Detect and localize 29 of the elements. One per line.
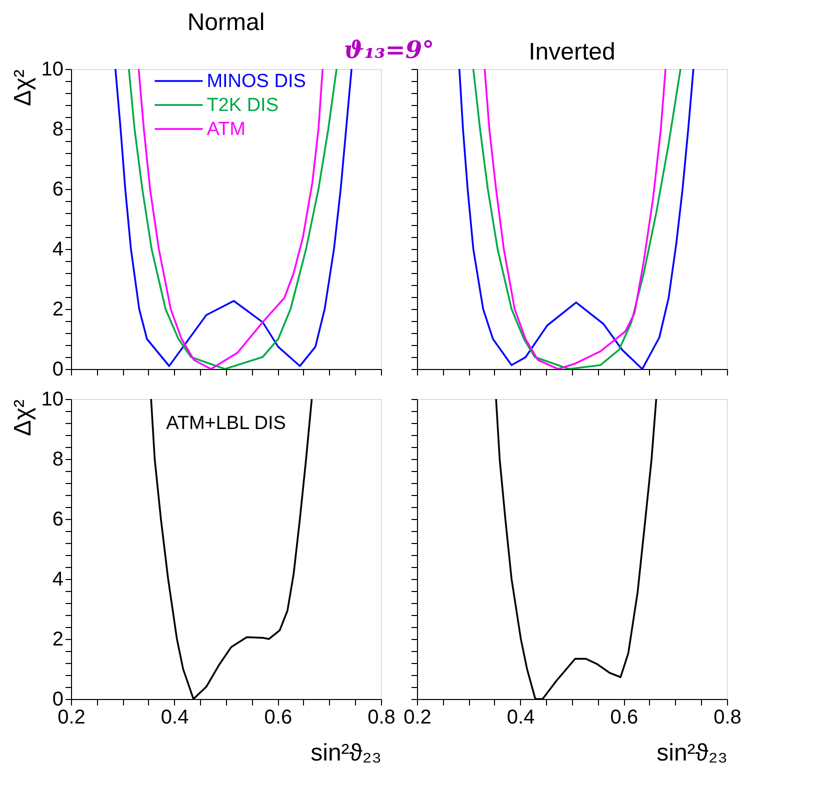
- legend-label: T2K DIS: [206, 95, 279, 116]
- y-tick-label: 0: [52, 358, 64, 380]
- y-tick-label: 6: [52, 178, 64, 200]
- legend-label: MINOS DIS: [206, 71, 306, 92]
- x-tick-label: 0.6: [264, 706, 292, 728]
- x-tick-label: 0.8: [368, 706, 396, 728]
- y-tick-label: 4: [52, 568, 64, 590]
- y-tick-label: 8: [52, 118, 64, 140]
- x-axis-title: sin²ϑ₂₃: [656, 740, 728, 766]
- y-tick-label: 4: [52, 238, 64, 260]
- annotation: ATM+LBL DIS: [166, 413, 286, 434]
- x-axis-title: sin²ϑ₂₃: [310, 740, 382, 766]
- y-tick-label: 10: [41, 388, 64, 410]
- y-axis-title: Δχ²: [9, 69, 36, 106]
- legend-label: ATM: [206, 119, 246, 140]
- x-tick-label: 0.4: [160, 706, 189, 728]
- y-tick-label: 2: [52, 298, 64, 320]
- x-tick-label: 0.8: [714, 706, 742, 728]
- y-tick-label: 8: [52, 448, 64, 470]
- y-axis-title: Δχ²: [9, 399, 36, 436]
- y-tick-label: 2: [52, 628, 64, 650]
- chart-title: Inverted: [528, 38, 616, 66]
- x-tick-label: 0.6: [610, 706, 638, 728]
- x-tick-label: 0.2: [404, 706, 432, 728]
- chart-title: Normal: [187, 9, 265, 36]
- y-tick-label: 10: [41, 58, 64, 80]
- y-tick-label: 6: [52, 508, 64, 530]
- x-tick-label: 0.4: [506, 706, 535, 728]
- chart-subtitle: ϑ₁₃=9°: [344, 35, 434, 64]
